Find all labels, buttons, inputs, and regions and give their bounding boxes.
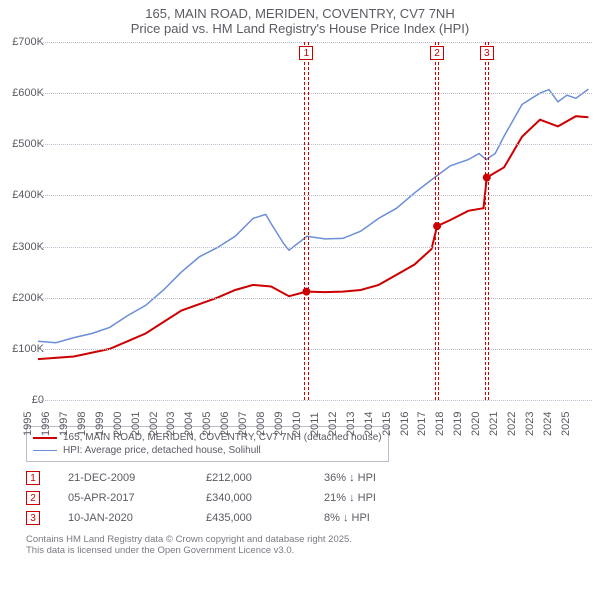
x-tick-label: 2001 — [130, 412, 142, 436]
sale-row: 2 05-APR-2017 £340,000 21% ↓ HPI — [26, 488, 574, 508]
title-line-2: Price paid vs. HM Land Registry's House … — [8, 21, 592, 36]
sale-row-diff: 21% ↓ HPI — [324, 492, 376, 504]
sale-row-number: 3 — [26, 511, 40, 525]
x-tick-label: 2023 — [524, 412, 536, 436]
plot-region: 123 — [8, 42, 592, 400]
x-tick-label: 2016 — [399, 412, 411, 436]
footer-line-1: Contains HM Land Registry data © Crown c… — [26, 534, 574, 545]
legend-swatch — [33, 450, 57, 451]
sale-row-price: £340,000 — [206, 492, 296, 504]
sale-band: 2 — [435, 42, 439, 400]
x-tick-label: 2007 — [237, 412, 249, 436]
gridline — [38, 247, 592, 248]
gridline — [38, 144, 592, 145]
x-tick-label: 2020 — [470, 412, 482, 436]
x-tick-label: 2010 — [291, 412, 303, 436]
gridline — [38, 349, 592, 350]
gridline — [38, 93, 592, 94]
sale-row-date: 10-JAN-2020 — [68, 512, 178, 524]
sale-band-number: 2 — [430, 46, 444, 60]
gridline — [38, 42, 592, 43]
sale-row-date: 21-DEC-2009 — [68, 472, 178, 484]
x-tick-label: 2022 — [506, 412, 518, 436]
series-hpi — [38, 89, 588, 343]
sale-row-number: 2 — [26, 491, 40, 505]
x-tick-label: 1997 — [58, 412, 70, 436]
x-tick-label: 2025 — [560, 412, 572, 436]
legend-label: HPI: Average price, detached house, Soli… — [63, 445, 261, 456]
x-tick-label: 2013 — [345, 412, 357, 436]
sale-row-date: 05-APR-2017 — [68, 492, 178, 504]
sale-row-price: £212,000 — [206, 472, 296, 484]
x-tick-label: 2012 — [327, 412, 339, 436]
chart-title-block: 165, MAIN ROAD, MERIDEN, COVENTRY, CV7 7… — [8, 6, 592, 36]
x-tick-label: 2015 — [381, 412, 393, 436]
footer-attribution: Contains HM Land Registry data © Crown c… — [0, 528, 600, 556]
sale-row: 3 10-JAN-2020 £435,000 8% ↓ HPI — [26, 508, 574, 528]
x-tick-label: 1995 — [22, 412, 34, 436]
chart-plot-area: £0£100K£200K£300K£400K£500K£600K£700K 12… — [8, 42, 592, 422]
x-tick-label: 2024 — [542, 412, 554, 436]
x-tick-label: 1999 — [94, 412, 106, 436]
sale-band-number: 1 — [299, 46, 313, 60]
x-tick-label: 2014 — [363, 412, 375, 436]
x-tick-label: 2017 — [416, 412, 428, 436]
x-tick-label: 2005 — [201, 412, 213, 436]
sale-band: 1 — [304, 42, 308, 400]
sales-list: 1 21-DEC-2009 £212,000 36% ↓ HPI 2 05-APR-201… — [26, 468, 574, 528]
x-tick-label: 2006 — [219, 412, 231, 436]
sale-row: 1 21-DEC-2009 £212,000 36% ↓ HPI — [26, 468, 574, 488]
legend-swatch — [33, 437, 57, 439]
x-tick-label: 2019 — [452, 412, 464, 436]
x-axis: 1995199619971998199920002001200220032004… — [8, 400, 592, 422]
x-tick-label: 2000 — [112, 412, 124, 436]
sale-row-diff: 8% ↓ HPI — [324, 512, 370, 524]
gridline — [38, 298, 592, 299]
x-tick-label: 2002 — [148, 412, 160, 436]
x-tick-label: 2008 — [255, 412, 267, 436]
x-tick-label: 2009 — [273, 412, 285, 436]
x-tick-label: 2021 — [488, 412, 500, 436]
x-tick-label: 1996 — [40, 412, 52, 436]
x-tick-label: 2003 — [165, 412, 177, 436]
sale-band-number: 3 — [480, 46, 494, 60]
x-tick-label: 2004 — [183, 412, 195, 436]
sale-row-price: £435,000 — [206, 512, 296, 524]
x-tick-label: 2011 — [309, 412, 321, 436]
sale-band: 3 — [485, 42, 489, 400]
x-tick-label: 2018 — [434, 412, 446, 436]
sale-row-number: 1 — [26, 471, 40, 485]
line-series-svg — [8, 42, 592, 400]
footer-line-2: This data is licensed under the Open Gov… — [26, 545, 574, 556]
title-line-1: 165, MAIN ROAD, MERIDEN, COVENTRY, CV7 7… — [8, 6, 592, 21]
x-tick-label: 1998 — [76, 412, 88, 436]
legend-row: HPI: Average price, detached house, Soli… — [33, 444, 382, 457]
sale-row-diff: 36% ↓ HPI — [324, 472, 376, 484]
gridline — [38, 195, 592, 196]
